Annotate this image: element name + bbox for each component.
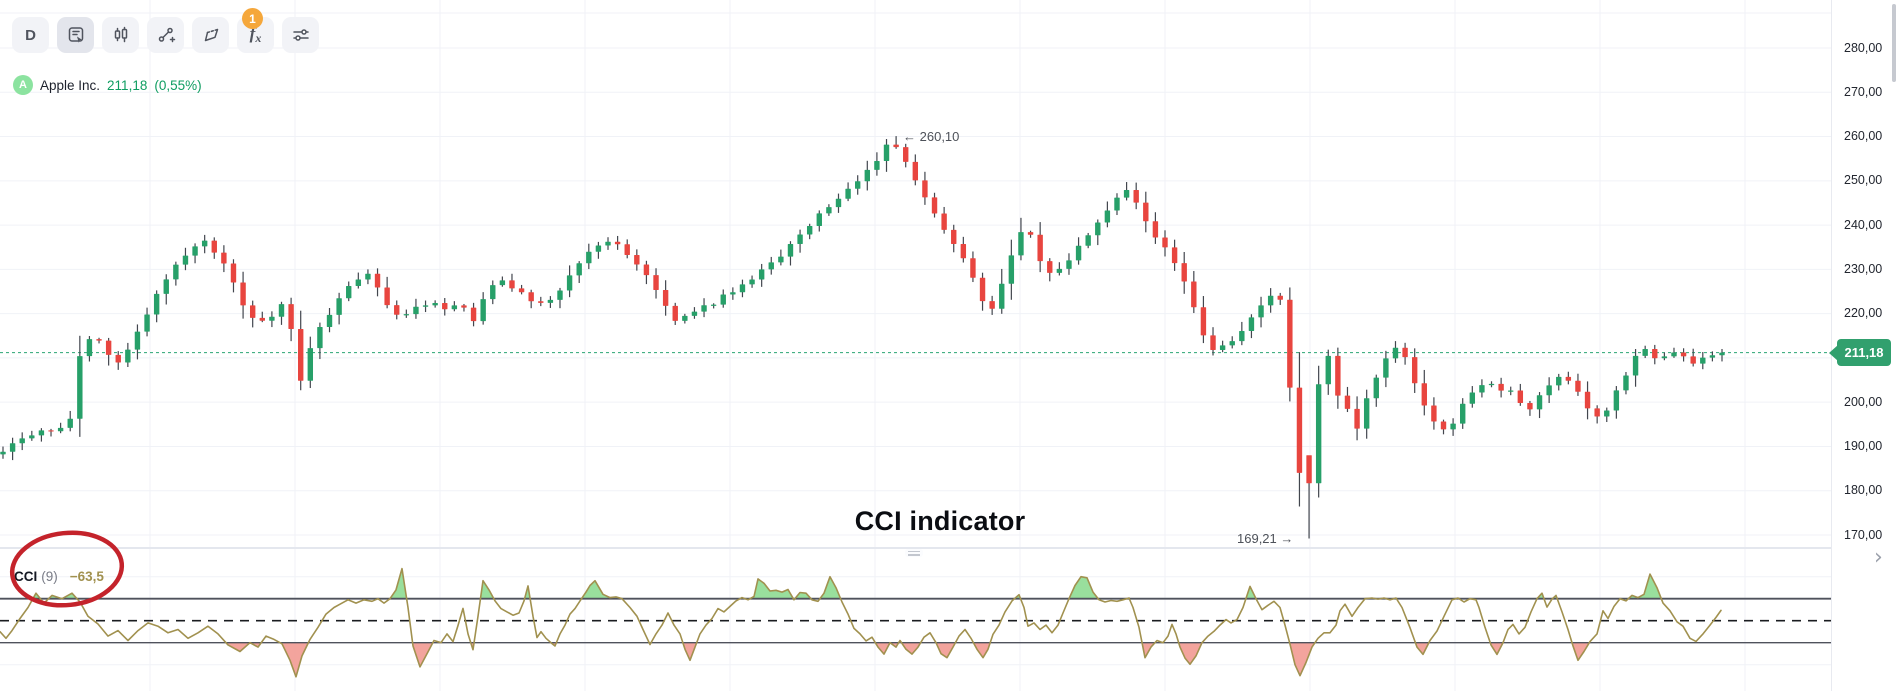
chart-toolbar: D fx: [12, 17, 319, 53]
current-price-badge: 211,18: [1829, 339, 1891, 366]
cci-period: (9): [41, 569, 58, 584]
cci-series: [0, 567, 1831, 678]
price-axis-label: 180,00: [1844, 483, 1883, 498]
cci-value: −63,5: [69, 569, 104, 584]
fx-icon: fx: [249, 24, 262, 45]
price-axis-label: 270,00: [1844, 84, 1883, 99]
price-axis-label: 200,00: [1844, 394, 1883, 409]
cci-annotation-title: CCI indicator: [854, 506, 1026, 536]
left-arrow-icon: ←: [903, 129, 916, 144]
symbol-name: Apple Inc.: [40, 77, 101, 93]
low-price-label: 169,21 →: [1237, 531, 1294, 546]
price-axis-label: 240,00: [1844, 217, 1883, 232]
pane-separator-handle[interactable]: [905, 549, 923, 557]
settings-button[interactable]: [282, 17, 319, 53]
interval-label: D: [25, 26, 36, 44]
panel-icon: [66, 25, 86, 45]
high-price-label: ← 260,10: [903, 129, 960, 144]
cci-indicator-label[interactable]: CCI (9) −63,5: [14, 569, 104, 584]
panel-button[interactable]: [57, 17, 94, 53]
cci-overbought-fill: [32, 568, 1662, 599]
candlestick-series: [0, 136, 1725, 539]
symbol-info[interactable]: A Apple Inc. 211,18 (0,55%): [13, 75, 202, 95]
scrollbar-thumb[interactable]: [1892, 4, 1896, 82]
cci-scale[interactable]: 200 0 −200: [1831, 548, 1903, 691]
draw-button[interactable]: [192, 17, 229, 53]
draw-icon: [201, 25, 221, 45]
cci-name: CCI: [14, 569, 38, 584]
price-axis-label: 260,00: [1844, 129, 1883, 144]
trend-line-button[interactable]: [147, 17, 184, 53]
pane-separator: [0, 547, 1831, 549]
trend-line-icon: [156, 25, 176, 45]
symbol-last-price: 211,18: [107, 77, 148, 93]
sliders-icon: [291, 25, 311, 45]
indicators-count-badge: 1: [242, 8, 263, 29]
symbol-change-percent: (0,55%): [154, 77, 202, 93]
price-axis-label: 170,00: [1844, 527, 1883, 542]
price-axis-label: 250,00: [1844, 173, 1883, 188]
price-axis-label: 280,00: [1844, 40, 1883, 55]
symbol-logo: A: [13, 75, 33, 95]
price-axis-label: 220,00: [1844, 306, 1883, 321]
pane-collapse-chevron[interactable]: ›: [1874, 545, 1883, 570]
candlestick-icon: [111, 25, 131, 45]
price-axis-label: 190,00: [1844, 438, 1883, 453]
price-axis-label: 230,00: [1844, 261, 1883, 276]
cci-oversold-fill: [0, 642, 1721, 677]
right-arrow-icon: →: [1280, 531, 1294, 546]
chart-type-button[interactable]: [102, 17, 139, 53]
interval-button[interactable]: D: [12, 17, 49, 53]
cci-line: [0, 567, 1722, 678]
price-scale[interactable]: 170,00180,00190,00200,00210,00220,00230,…: [1829, 0, 1903, 548]
